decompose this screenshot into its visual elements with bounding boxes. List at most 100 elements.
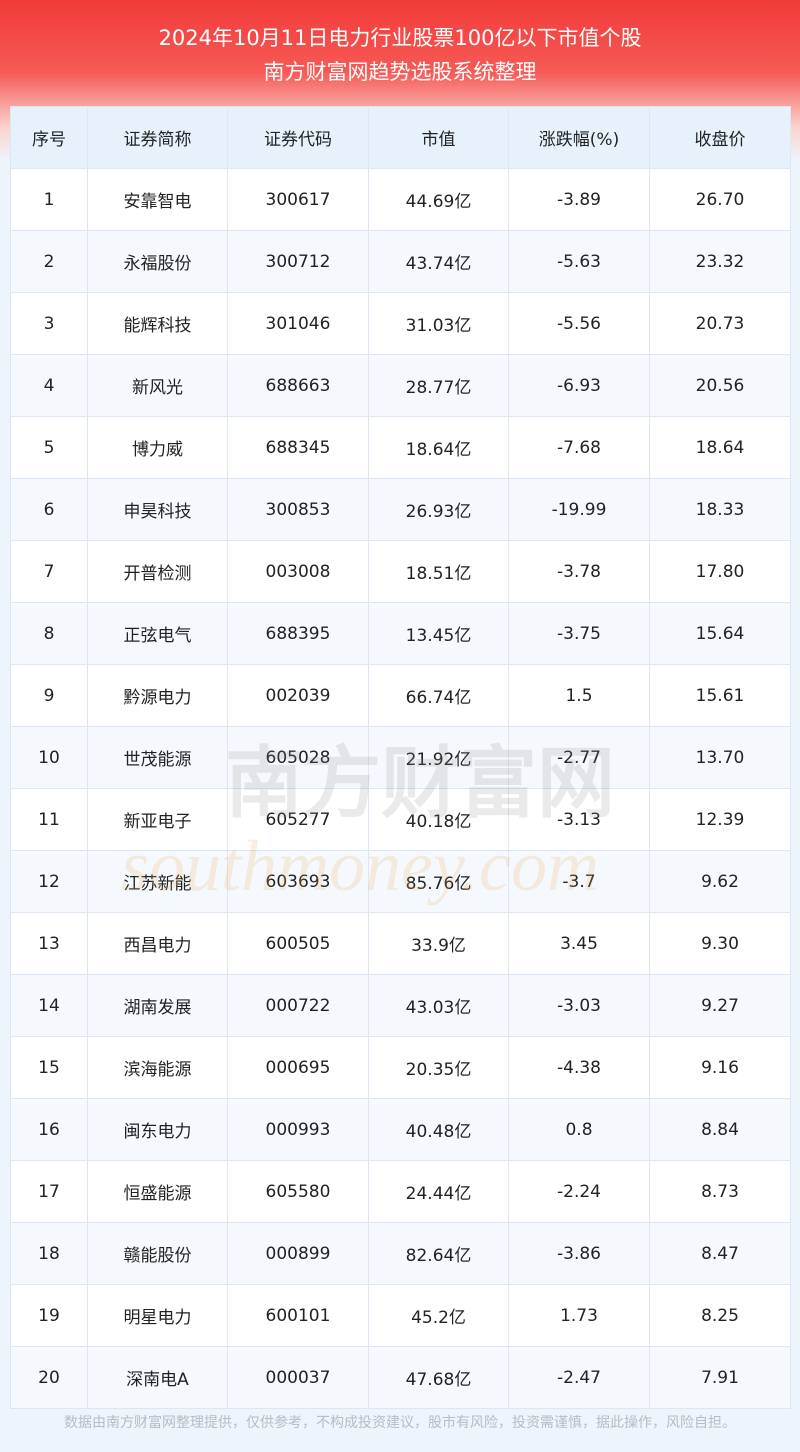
table-cell: 000037: [227, 1346, 369, 1409]
table-row: 12 江苏新能 603693 85.76亿 -3.7 9.62: [10, 850, 791, 913]
table-cell: 6: [10, 478, 88, 541]
table-cell: 17.80: [649, 540, 791, 603]
table-cell: -3.75: [508, 602, 650, 665]
column-header: 序号: [10, 106, 88, 169]
table-cell: 82.64亿: [368, 1222, 509, 1285]
table-cell: -5.63: [508, 230, 650, 293]
table-cell: 深南电A: [87, 1346, 228, 1409]
table-cell: 002039: [227, 664, 369, 727]
column-header: 证券简称: [87, 106, 228, 169]
column-header: 证券代码: [227, 106, 369, 169]
table-cell: 21.92亿: [368, 726, 509, 789]
table-cell: 正弦电气: [87, 602, 228, 665]
table-cell: 31.03亿: [368, 292, 509, 355]
table-row: 8 正弦电气 688395 13.45亿 -3.75 15.64: [10, 602, 791, 665]
table-cell: 17: [10, 1160, 88, 1223]
table-row: 10 世茂能源 605028 21.92亿 -2.77 13.70: [10, 726, 791, 789]
header-row: 序号 证券简称 证券代码 市值 涨跌幅(%) 收盘价: [10, 106, 791, 169]
table-cell: 15.61: [649, 664, 791, 727]
table-cell: 2: [10, 230, 88, 293]
table-cell: 688395: [227, 602, 369, 665]
table-cell: -2.24: [508, 1160, 650, 1223]
table-cell: 8.47: [649, 1222, 791, 1285]
table-cell: 1: [10, 168, 88, 231]
table-row: 15 滨海能源 000695 20.35亿 -4.38 9.16: [10, 1036, 791, 1099]
table-row: 20 深南电A 000037 47.68亿 -2.47 7.91: [10, 1346, 791, 1409]
table-cell: 40.18亿: [368, 788, 509, 851]
column-header: 市值: [368, 106, 509, 169]
table-cell: 8.25: [649, 1284, 791, 1347]
table-cell: 14: [10, 974, 88, 1037]
table-row: 5 博力威 688345 18.64亿 -7.68 18.64: [10, 416, 791, 479]
table-cell: 5: [10, 416, 88, 479]
table-cell: -3.7: [508, 850, 650, 913]
table-cell: 湖南发展: [87, 974, 228, 1037]
table-cell: 24.44亿: [368, 1160, 509, 1223]
table-cell: 66.74亿: [368, 664, 509, 727]
table-cell: 18: [10, 1222, 88, 1285]
table-cell: 安靠智电: [87, 168, 228, 231]
table-cell: 000899: [227, 1222, 369, 1285]
table-cell: 明星电力: [87, 1284, 228, 1347]
table-cell: 20: [10, 1346, 88, 1409]
table-cell: -5.56: [508, 292, 650, 355]
table-cell: 8.84: [649, 1098, 791, 1161]
table-row: 2 永福股份 300712 43.74亿 -5.63 23.32: [10, 230, 791, 293]
table-cell: 603693: [227, 850, 369, 913]
column-header: 涨跌幅(%): [508, 106, 650, 169]
table-row: 16 闽东电力 000993 40.48亿 0.8 8.84: [10, 1098, 791, 1161]
title: 2024年10月11日电力行业股票100亿以下市值个股: [158, 26, 642, 50]
table-cell: 20.73: [649, 292, 791, 355]
table-cell: 西昌电力: [87, 912, 228, 975]
subtitle: 南方财富网趋势选股系统整理: [263, 60, 537, 84]
table-cell: 3.45: [508, 912, 650, 975]
table-cell: 新风光: [87, 354, 228, 417]
table-row: 9 黔源电力 002039 66.74亿 1.5 15.61: [10, 664, 791, 727]
table-cell: 10: [10, 726, 88, 789]
table-cell: 闽东电力: [87, 1098, 228, 1161]
table-cell: 8.73: [649, 1160, 791, 1223]
table-cell: 23.32: [649, 230, 791, 293]
stock-table: 序号 证券简称 证券代码 市值 涨跌幅(%) 收盘价 1 安靠智电 300617 44.69亿 -…: [10, 106, 791, 1409]
table-cell: 40.48亿: [368, 1098, 509, 1161]
table-cell: 26.70: [649, 168, 791, 231]
table-cell: 12: [10, 850, 88, 913]
table-cell: 1.73: [508, 1284, 650, 1347]
table-cell: 600101: [227, 1284, 369, 1347]
table-cell: 18.64亿: [368, 416, 509, 479]
table-cell: 688345: [227, 416, 369, 479]
table-cell: 博力威: [87, 416, 228, 479]
table-cell: 能辉科技: [87, 292, 228, 355]
table-cell: 4: [10, 354, 88, 417]
table-row: 3 能辉科技 301046 31.03亿 -5.56 20.73: [10, 292, 791, 355]
table-cell: 85.76亿: [368, 850, 509, 913]
table-row: 4 新风光 688663 28.77亿 -6.93 20.56: [10, 354, 791, 417]
table-cell: 45.2亿: [368, 1284, 509, 1347]
table-cell: 13.45亿: [368, 602, 509, 665]
table-row: 1 安靠智电 300617 44.69亿 -3.89 26.70: [10, 168, 791, 231]
table-cell: -6.93: [508, 354, 650, 417]
table-cell: -7.68: [508, 416, 650, 479]
table-row: 13 西昌电力 600505 33.9亿 3.45 9.30: [10, 912, 791, 975]
table-cell: 江苏新能: [87, 850, 228, 913]
table-cell: 600505: [227, 912, 369, 975]
table-cell: 43.74亿: [368, 230, 509, 293]
table-cell: 26.93亿: [368, 478, 509, 541]
table-cell: 9.62: [649, 850, 791, 913]
table-cell: 300617: [227, 168, 369, 231]
table-cell: 18.64: [649, 416, 791, 479]
table-cell: 003008: [227, 540, 369, 603]
table-cell: 15.64: [649, 602, 791, 665]
table-cell: 黔源电力: [87, 664, 228, 727]
table-cell: 12.39: [649, 788, 791, 851]
table-cell: -2.77: [508, 726, 650, 789]
table-cell: 18.33: [649, 478, 791, 541]
table-cell: 19: [10, 1284, 88, 1347]
table-cell: 43.03亿: [368, 974, 509, 1037]
table-cell: -2.47: [508, 1346, 650, 1409]
table-cell: 9: [10, 664, 88, 727]
table-cell: 3: [10, 292, 88, 355]
table-cell: -3.86: [508, 1222, 650, 1285]
table-cell: 永福股份: [87, 230, 228, 293]
